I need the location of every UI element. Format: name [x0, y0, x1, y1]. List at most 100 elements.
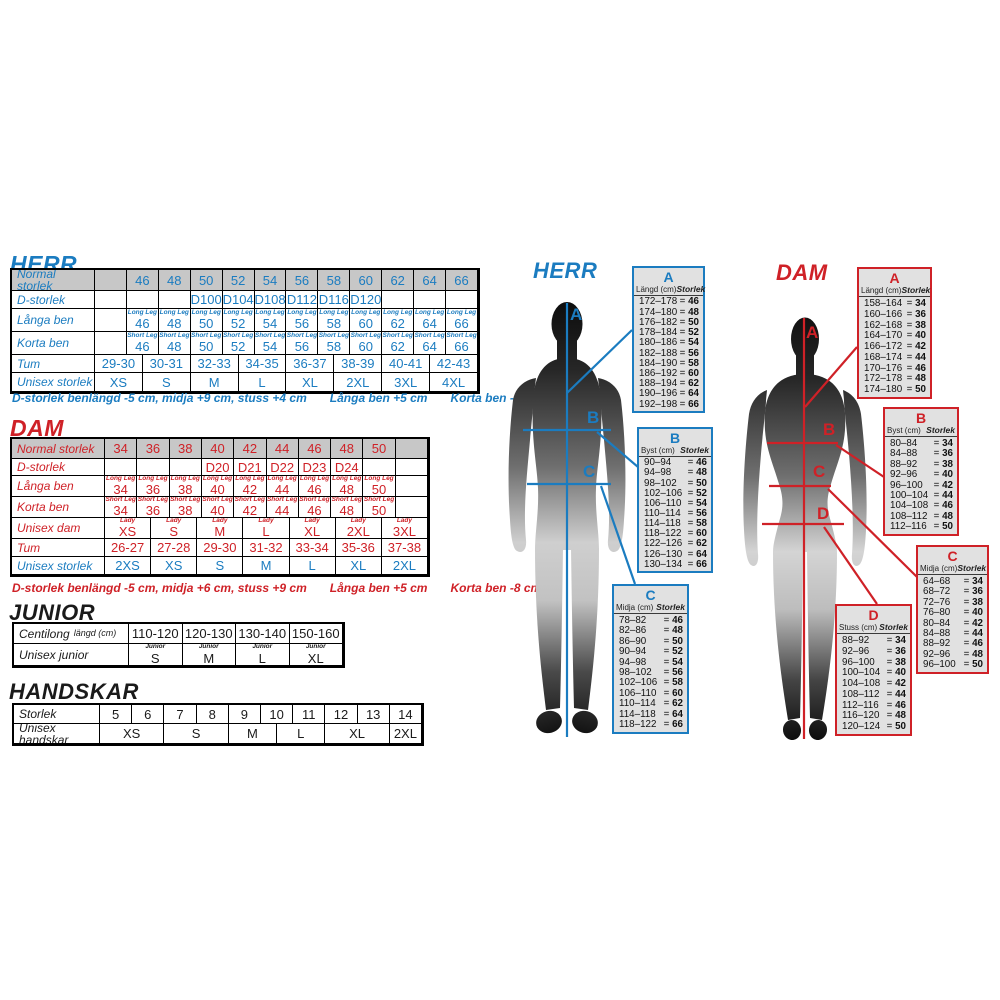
herr-figure-title: HERR [533, 258, 598, 283]
row-label: Normal storlek [12, 270, 95, 291]
size-cell: 6 [132, 705, 165, 724]
measure-table-header: Stuss (cm) Storlek [837, 622, 910, 634]
dam-body-letter-a: A [806, 323, 819, 342]
size-cell: 29-30 [197, 539, 244, 557]
size-cell: 48 [158, 270, 191, 291]
measure-row: 188–194 = 62 [639, 378, 699, 390]
size-cell: 4XL [430, 373, 478, 392]
dam-waist-table: C Midja (cm) Storlek 64–68 = 34 68–72 = 36 72–7… [916, 545, 989, 674]
size-cell: Long Leg 46 [126, 309, 159, 332]
measure-row: 116–120 = 48 [842, 710, 906, 722]
size-cell: 120-130 [182, 624, 236, 644]
measure-row: 106–110 = 60 [619, 687, 683, 699]
herr-size-table: Normal storlek 46 48 50 52 54 56 58 60 62 64 66 D-st… [10, 268, 480, 394]
size-cell: 130-140 [236, 624, 290, 644]
measure-row: 192–198 = 66 [639, 398, 699, 410]
size-cell: 66 [446, 270, 478, 291]
size-cell: Short Leg 50 [190, 332, 223, 355]
size-cell [95, 309, 127, 332]
size-cell: D120 [350, 291, 383, 309]
size-cell: 12 [325, 705, 358, 724]
size-cell: S [197, 557, 244, 575]
size-cell: Short Leg 66 [446, 332, 478, 355]
measure-row: 164–170 = 40 [864, 330, 926, 342]
size-cell: 14 [389, 705, 422, 724]
size-cell: Short Leg 58 [318, 332, 351, 355]
measure-letter: C [645, 587, 656, 603]
size-cell: 40 [201, 439, 235, 459]
size-cell [446, 291, 478, 309]
measure-row: 94–98 = 54 [619, 656, 683, 668]
row-label: Unisex handskar [14, 724, 100, 744]
size-cell: 50 [190, 270, 223, 291]
size-cell [95, 291, 127, 309]
measure-row: 190–196 = 64 [639, 388, 699, 400]
size-cell: Long Leg 64 [414, 309, 447, 332]
size-cell [395, 439, 428, 459]
measure-letter: C [947, 548, 958, 564]
dam-body-letter-b: B [823, 420, 836, 439]
measure-row: 178–184 = 52 [639, 327, 699, 339]
footnote-segment: D-storlek benlängd -5 cm, midja +6 cm, s… [12, 581, 307, 595]
size-cell: XS [95, 373, 143, 392]
measure-table-header: Längd (cm) Storlek [634, 284, 706, 296]
size-cell: 50 [363, 439, 396, 459]
size-cell: Short Leg 50 [363, 497, 396, 518]
size-cell: Short Leg 52 [222, 332, 255, 355]
measure-row: 108–112 = 44 [842, 688, 906, 700]
measure-row: 174–180 = 48 [639, 306, 699, 318]
size-cell: 64 [414, 270, 447, 291]
measure-row: 182–188 = 56 [639, 347, 699, 359]
measure-row: 102–106 = 58 [619, 677, 683, 689]
size-cell: Long Leg 62 [382, 309, 415, 332]
size-cell: Junior L [236, 644, 290, 666]
dam-body-letter-d: D [817, 504, 830, 523]
footnote-segment: Långa ben +5 cm [329, 581, 428, 595]
row-label: D-storlek [12, 459, 105, 476]
herr-body-letter-c: C [583, 462, 596, 481]
measure-row: 118–122 = 66 [619, 719, 683, 731]
row-label: Unisex storlek [12, 557, 105, 575]
size-cell: M [243, 557, 290, 575]
size-cell: 2XL [389, 724, 422, 744]
measure-row: 104–108 = 42 [842, 678, 906, 690]
dam-section-title: DAM [10, 415, 64, 441]
size-cell: 34-35 [238, 355, 287, 373]
dam-figure-title: DAM [776, 260, 828, 285]
herr-body-letter-a: A [570, 305, 583, 324]
measure-row: 98–102 = 50 [644, 477, 707, 489]
measure-row: 78–82 = 46 [619, 614, 683, 626]
row-label: Korta ben [12, 497, 105, 518]
size-cell: L [238, 373, 287, 392]
size-cell: 11 [293, 705, 326, 724]
measure-table-header: Midja (cm) Storlek [614, 602, 687, 614]
measure-row: 108–112 = 48 [890, 510, 953, 522]
measure-row: 82–86 = 48 [619, 625, 683, 637]
size-cell: 32-33 [190, 355, 239, 373]
size-cell: 2XS [105, 557, 152, 575]
measure-table-header: Byst (cm) Storlek [885, 425, 957, 437]
measure-row: 112–116 = 50 [890, 521, 953, 533]
measure-row: 180–186 = 54 [639, 337, 699, 349]
measure-row: 76–80 = 40 [923, 607, 983, 619]
measure-row: 120–124 = 50 [842, 721, 906, 733]
measure-row: 96–100 = 42 [890, 479, 953, 491]
size-cell: 58 [318, 270, 351, 291]
size-cell: Long Leg 50 [363, 476, 396, 497]
measure-row: 170–176 = 46 [864, 362, 926, 374]
size-cell: Long Leg 48 [158, 309, 191, 332]
size-cell [395, 497, 428, 518]
size-cell: Short Leg 60 [350, 332, 383, 355]
size-cell: 44 [266, 439, 299, 459]
size-cell: Short Leg 56 [286, 332, 319, 355]
size-cell: Short Leg 46 [298, 497, 332, 518]
measure-row: 106–110 = 54 [644, 497, 707, 509]
size-cell [95, 270, 127, 291]
size-cell: Long Leg 48 [331, 476, 364, 497]
size-cell: Long Leg 34 [105, 476, 138, 497]
measure-row: 160–166 = 36 [864, 308, 926, 320]
size-cell: Short Leg 54 [254, 332, 287, 355]
size-cell: 62 [382, 270, 415, 291]
size-cell: 38 [169, 439, 202, 459]
